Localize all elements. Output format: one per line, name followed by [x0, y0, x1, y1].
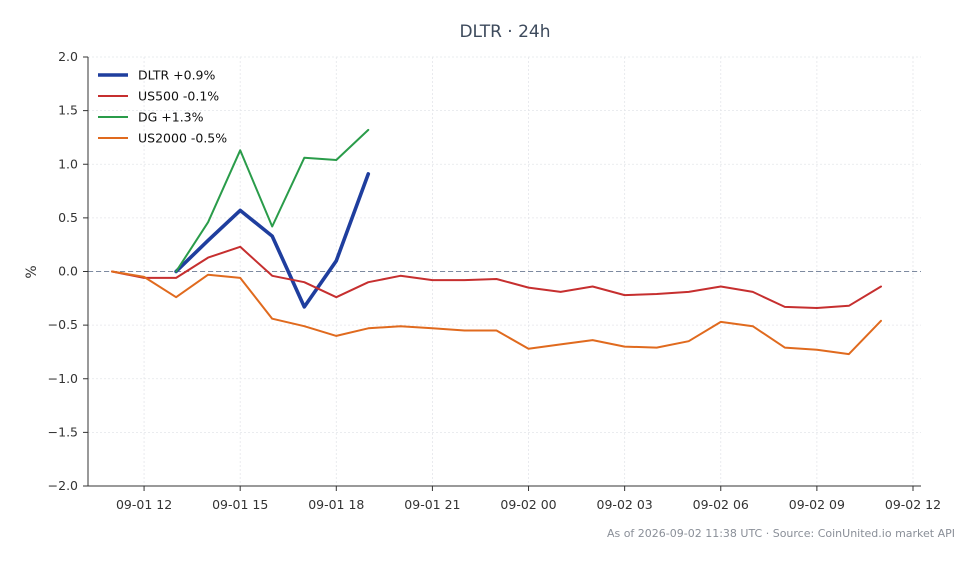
y-tick-label: 0.0 [58, 264, 78, 279]
axes: 2.0 1.5 1.0 0.5 0.0 −0.5 −1.0 −1.5 −2.0 09-01 12 0… [48, 49, 941, 512]
footer-note: As of 2026-09-02 11:38 UTC · Source: Coi… [607, 527, 955, 540]
y-tick-label: 1.0 [58, 156, 78, 171]
y-tick-label: −0.5 [48, 317, 78, 332]
x-tick-label: 09-01 21 [404, 497, 460, 512]
series-line-2 [175, 128, 370, 273]
x-tick-label: 09-02 03 [597, 497, 653, 512]
legend: DLTR +0.9% US500 -0.1% DG +1.3% US2000 -0.5… [98, 68, 227, 146]
series-line-1 [111, 245, 882, 309]
series-line-3 [111, 270, 882, 356]
x-tick-label: 09-02 12 [885, 497, 941, 512]
grid [88, 56, 921, 487]
y-tick-label: 1.5 [58, 103, 78, 118]
legend-label-1: US500 -0.1% [138, 89, 219, 104]
legend-label-0: DLTR +0.9% [138, 68, 216, 83]
x-tick-label: 09-01 15 [212, 497, 268, 512]
y-axis-label: % [24, 265, 40, 278]
y-tick-label: −1.0 [48, 371, 78, 386]
y-tick-label: −1.5 [48, 424, 78, 439]
x-tick-label: 09-02 09 [789, 497, 845, 512]
x-tick-label: 09-01 12 [116, 497, 172, 512]
y-tick-label: 2.0 [58, 49, 78, 64]
y-tick-label: 0.5 [58, 210, 78, 225]
series-line-0 [174, 172, 371, 309]
x-tick-label: 09-01 18 [308, 497, 364, 512]
chart-title: DLTR · 24h [459, 22, 550, 42]
y-tick-label: −2.0 [48, 478, 78, 493]
x-tick-label: 09-02 06 [693, 497, 749, 512]
legend-label-3: US2000 -0.5% [138, 131, 227, 146]
legend-label-2: DG +1.3% [138, 110, 204, 125]
x-tick-label: 09-02 00 [500, 497, 556, 512]
series-layer [111, 128, 882, 356]
